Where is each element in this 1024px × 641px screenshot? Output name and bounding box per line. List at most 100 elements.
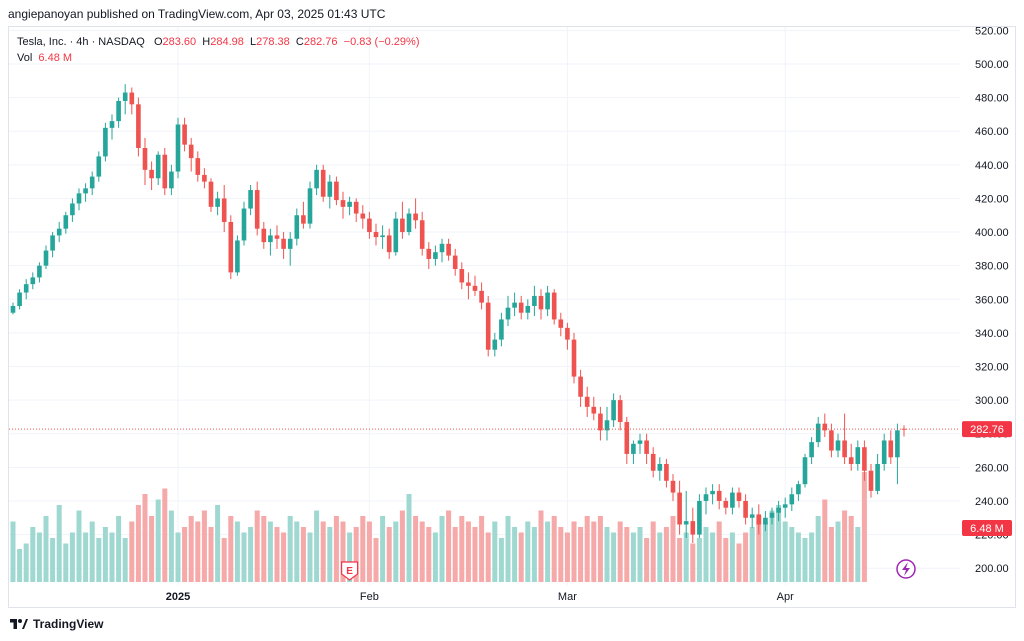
volume-bar	[314, 510, 320, 582]
candle-body	[63, 215, 69, 229]
volume-bar	[116, 516, 122, 582]
volume-bar	[716, 521, 722, 582]
candle-body	[261, 228, 267, 243]
candle-body	[723, 500, 729, 508]
volume-bar	[96, 538, 102, 582]
volume-bar	[69, 532, 75, 582]
candle-body	[175, 124, 181, 172]
volume-bar	[855, 527, 861, 582]
volume-bar	[248, 527, 254, 582]
candle-body	[155, 154, 161, 179]
time-axis: 2025 Feb Mar Apr	[166, 591, 794, 603]
volume-bar	[729, 532, 735, 582]
price-tick-label: 520.00	[975, 25, 1009, 37]
candle-body	[466, 282, 471, 286]
candle-body	[195, 158, 201, 175]
price-tick-label: 440.00	[975, 160, 1009, 172]
candle-body	[598, 413, 603, 431]
volume-bar	[63, 543, 69, 582]
volume-bar	[281, 532, 287, 582]
volume-bar	[650, 521, 656, 582]
volume-bar	[446, 510, 452, 582]
volume-bar	[637, 527, 643, 582]
volume-bar	[333, 516, 339, 582]
candle-body	[492, 339, 498, 350]
volume-bar	[630, 532, 636, 582]
open-value: 283.60	[162, 36, 197, 48]
volume-bar	[465, 521, 471, 582]
volume-bar	[109, 532, 115, 582]
price-tick-label: 480.00	[975, 93, 1009, 105]
volume-label: Vol	[17, 52, 33, 64]
earnings-marker-icon	[341, 561, 359, 581]
volume-bar	[221, 538, 227, 582]
grid	[9, 27, 960, 585]
candle-body	[716, 490, 722, 501]
volume-bar	[835, 521, 841, 582]
candle-body	[637, 440, 643, 444]
candle-body	[591, 406, 597, 414]
candle-body	[122, 92, 128, 101]
volume-bar	[10, 521, 16, 582]
candle-body	[446, 243, 451, 256]
volume-bar	[703, 527, 709, 582]
candle-body	[855, 447, 861, 464]
candle-body	[406, 213, 412, 233]
volume-bar	[531, 527, 537, 582]
footer-brand[interactable]: TradingView	[10, 617, 103, 631]
volume-bar	[828, 527, 834, 582]
candle-body	[413, 213, 418, 221]
candle-body	[848, 457, 854, 464]
publish-info: angiepanoyan published on TradingView.co…	[8, 7, 386, 21]
time-tick-label: Apr	[777, 591, 794, 603]
symbol-name: Tesla, Inc. · 4h · NASDAQ	[17, 36, 145, 48]
candle-body	[129, 92, 135, 105]
volume-bar	[782, 521, 788, 582]
volume-bar	[149, 516, 155, 582]
volume-bar	[287, 516, 293, 582]
candle-body	[426, 248, 432, 259]
candle-body	[400, 218, 405, 233]
volume-bar	[584, 516, 590, 582]
candle-body	[730, 492, 735, 508]
volume-tag: 6.48 M	[970, 523, 1004, 535]
candle-body	[215, 198, 220, 207]
volume-tag-bg	[962, 520, 1012, 536]
price-tick-label: 460.00	[975, 126, 1009, 138]
volume-bar	[710, 532, 716, 582]
volume-bar	[399, 510, 405, 582]
chart-frame[interactable]	[8, 26, 1016, 608]
price-tick-label: 200.00	[975, 563, 1009, 575]
volume-bar	[380, 516, 386, 582]
volume-bar	[426, 527, 432, 582]
volume-bar	[50, 538, 56, 582]
price-tick-label: 320.00	[975, 362, 1009, 374]
volume-bar	[406, 494, 412, 582]
close-value: 282.76	[303, 36, 338, 48]
candle-body	[895, 430, 900, 458]
volume-bar	[102, 527, 108, 582]
candle-body	[17, 292, 22, 306]
high-value: 284.98	[210, 36, 244, 48]
volume-bar	[492, 521, 498, 582]
candle-body	[202, 174, 207, 182]
candle-body	[584, 396, 590, 407]
candle-body	[683, 521, 689, 525]
volume-bar	[604, 527, 610, 582]
volume-bar	[743, 532, 749, 582]
candle-body	[241, 208, 247, 241]
candle-body	[736, 492, 742, 501]
volume-bar	[624, 527, 630, 582]
price-tick-label: 300.00	[975, 395, 1009, 407]
price-axis: 200.00220.00240.00260.00280.00300.00320.…	[975, 25, 1009, 575]
candle-body	[703, 494, 709, 501]
volume-bar	[564, 532, 570, 582]
volume-bar	[762, 521, 768, 582]
candle-body	[776, 507, 781, 513]
candle-body	[380, 235, 385, 238]
volume-bar	[23, 543, 29, 582]
volume-bar	[327, 527, 333, 582]
candle-body	[670, 480, 676, 493]
volume-bar	[254, 510, 260, 582]
